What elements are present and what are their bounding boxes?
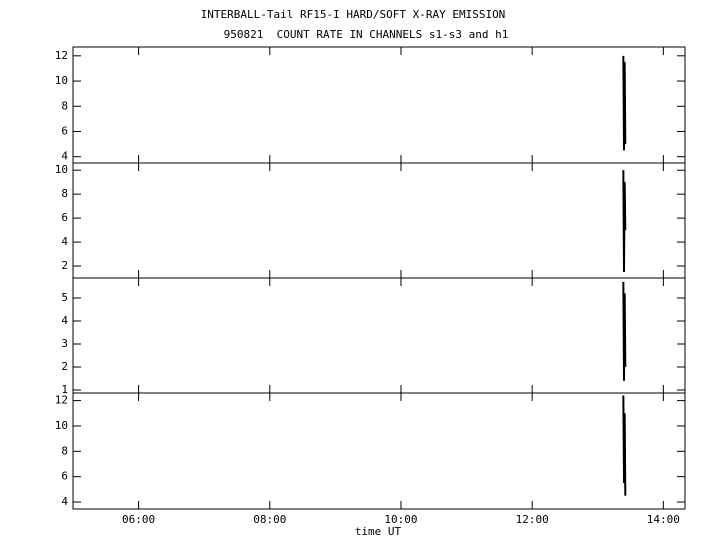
x-tick-label: 06:00 [122, 513, 155, 526]
y-tick-label: 4 [61, 150, 68, 163]
y-tick-label: 2 [61, 360, 68, 373]
x-axis-label: time UT [355, 525, 402, 538]
y-tick-label: 6 [61, 124, 68, 137]
panel-frame [72, 162, 686, 279]
y-tick-label: 12 [55, 394, 68, 407]
x-tick-label: 08:00 [253, 513, 286, 526]
y-tick-label: 4 [61, 235, 68, 248]
y-tick-label: 3 [61, 337, 68, 350]
x-tick-label: 12:00 [516, 513, 549, 526]
y-tick-label: 10 [55, 419, 68, 432]
panel-frame [72, 46, 686, 164]
y-tick-label: 12 [55, 49, 68, 62]
y-tick-label: 10 [55, 163, 68, 176]
y-tick-label: 4 [61, 314, 68, 327]
y-tick-label: 8 [61, 444, 68, 457]
x-tick-label: 14:00 [647, 513, 680, 526]
y-tick-label: 8 [61, 187, 68, 200]
y-tick-label: 8 [61, 99, 68, 112]
panel-frame [72, 277, 686, 394]
y-tick-label: 10 [55, 74, 68, 87]
chart-subtitle: 950821 COUNT RATE IN CHANNELS s1-s3 and … [224, 28, 509, 41]
y-tick-label: 6 [61, 470, 68, 483]
y-tick-label: 4 [61, 495, 68, 508]
data-line [622, 55, 627, 151]
y-tick-label: 5 [61, 291, 68, 304]
panel-frame [72, 392, 686, 510]
x-tick-label: 10:00 [384, 513, 417, 526]
data-line [622, 395, 627, 496]
y-tick-label: 1 [61, 383, 68, 396]
chart-title: INTERBALL-Tail RF15-I HARD/SOFT X-RAY EM… [201, 8, 506, 21]
y-tick-label: 6 [61, 211, 68, 224]
y-tick-label: 2 [61, 259, 68, 272]
data-line [622, 170, 627, 273]
data-line [622, 281, 627, 381]
